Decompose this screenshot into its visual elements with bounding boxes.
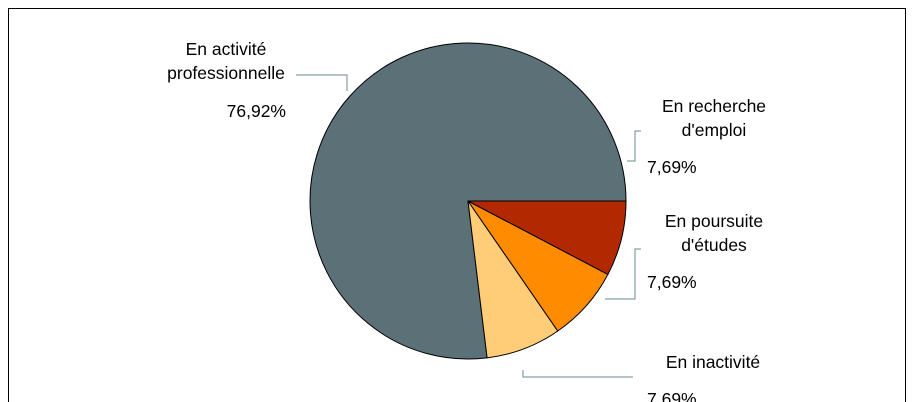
slice-inactivite [467, 200, 627, 276]
slice-activite [309, 42, 627, 360]
pie-slices [309, 42, 627, 360]
slice-label-activite-line2: professionnelle [167, 63, 285, 83]
slice-label-poursuite-line2: d'études [681, 235, 747, 255]
leader-lines [296, 74, 641, 378]
slice-label-recherche-line2: d'emploi [682, 120, 747, 140]
slice-value-inactivite: 7,69% [647, 389, 697, 402]
slice-value-activite: 76,92% [227, 101, 286, 121]
leader-line-recherche [627, 130, 641, 162]
slice-label-poursuite-line1: En poursuite [665, 211, 763, 231]
chart-frame: En activité professionnelle 76,92% En re… [8, 8, 906, 402]
slice-value-poursuite: 7,69% [647, 272, 697, 292]
slice-label-recherche-line1: En recherche [662, 96, 766, 116]
leader-line-poursuite [605, 248, 641, 300]
pie-chart: En activité professionnelle 76,92% En re… [167, 39, 766, 402]
slice-labels: En activité professionnelle 76,92% En re… [167, 39, 766, 402]
slice-label-inactivite: En inactivité [666, 352, 760, 372]
slice-label-activite-line1: En activité [186, 39, 267, 59]
slice-value-recherche: 7,69% [647, 157, 697, 177]
leader-line-activite [296, 74, 348, 91]
leader-line-inactivite [522, 370, 633, 378]
